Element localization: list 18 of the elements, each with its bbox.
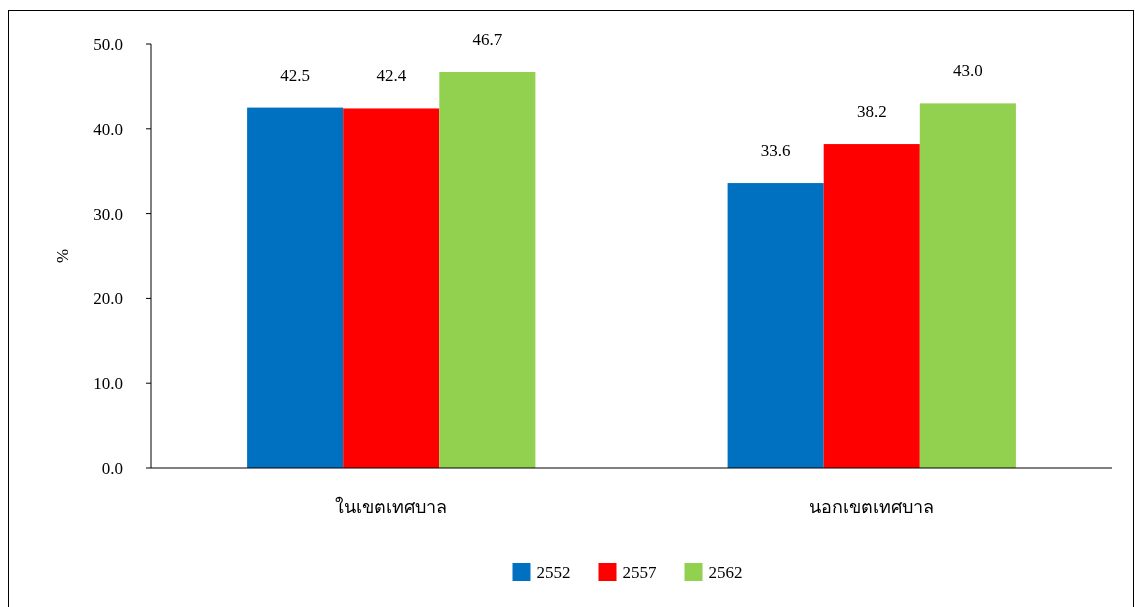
y-tick-label: 0.0 — [101, 459, 123, 478]
legend-label: 2552 — [536, 563, 571, 582]
data-label: 46.7 — [472, 29, 503, 49]
data-label: 42.5 — [280, 65, 311, 85]
y-axis-title: % — [53, 248, 72, 264]
legend-label: 2557 — [622, 563, 657, 582]
y-tick-label: 20.0 — [93, 289, 123, 309]
y-tick-label: 40.0 — [93, 119, 123, 139]
data-label: 38.2 — [856, 102, 887, 122]
x-tick-label: ในเขตเทศบาล — [335, 496, 448, 517]
y-tick-label: 30.0 — [93, 204, 123, 224]
y-tick-label: 10.0 — [93, 374, 123, 394]
data-label: 43.0 — [952, 61, 983, 81]
data-label: 42.4 — [376, 66, 407, 86]
data-label: 33.6 — [760, 141, 791, 161]
y-tick-label: 50.0 — [93, 35, 123, 54]
legend-label: 2562 — [708, 563, 743, 582]
x-tick-label: นอกเขตเทศบาล — [809, 497, 935, 517]
